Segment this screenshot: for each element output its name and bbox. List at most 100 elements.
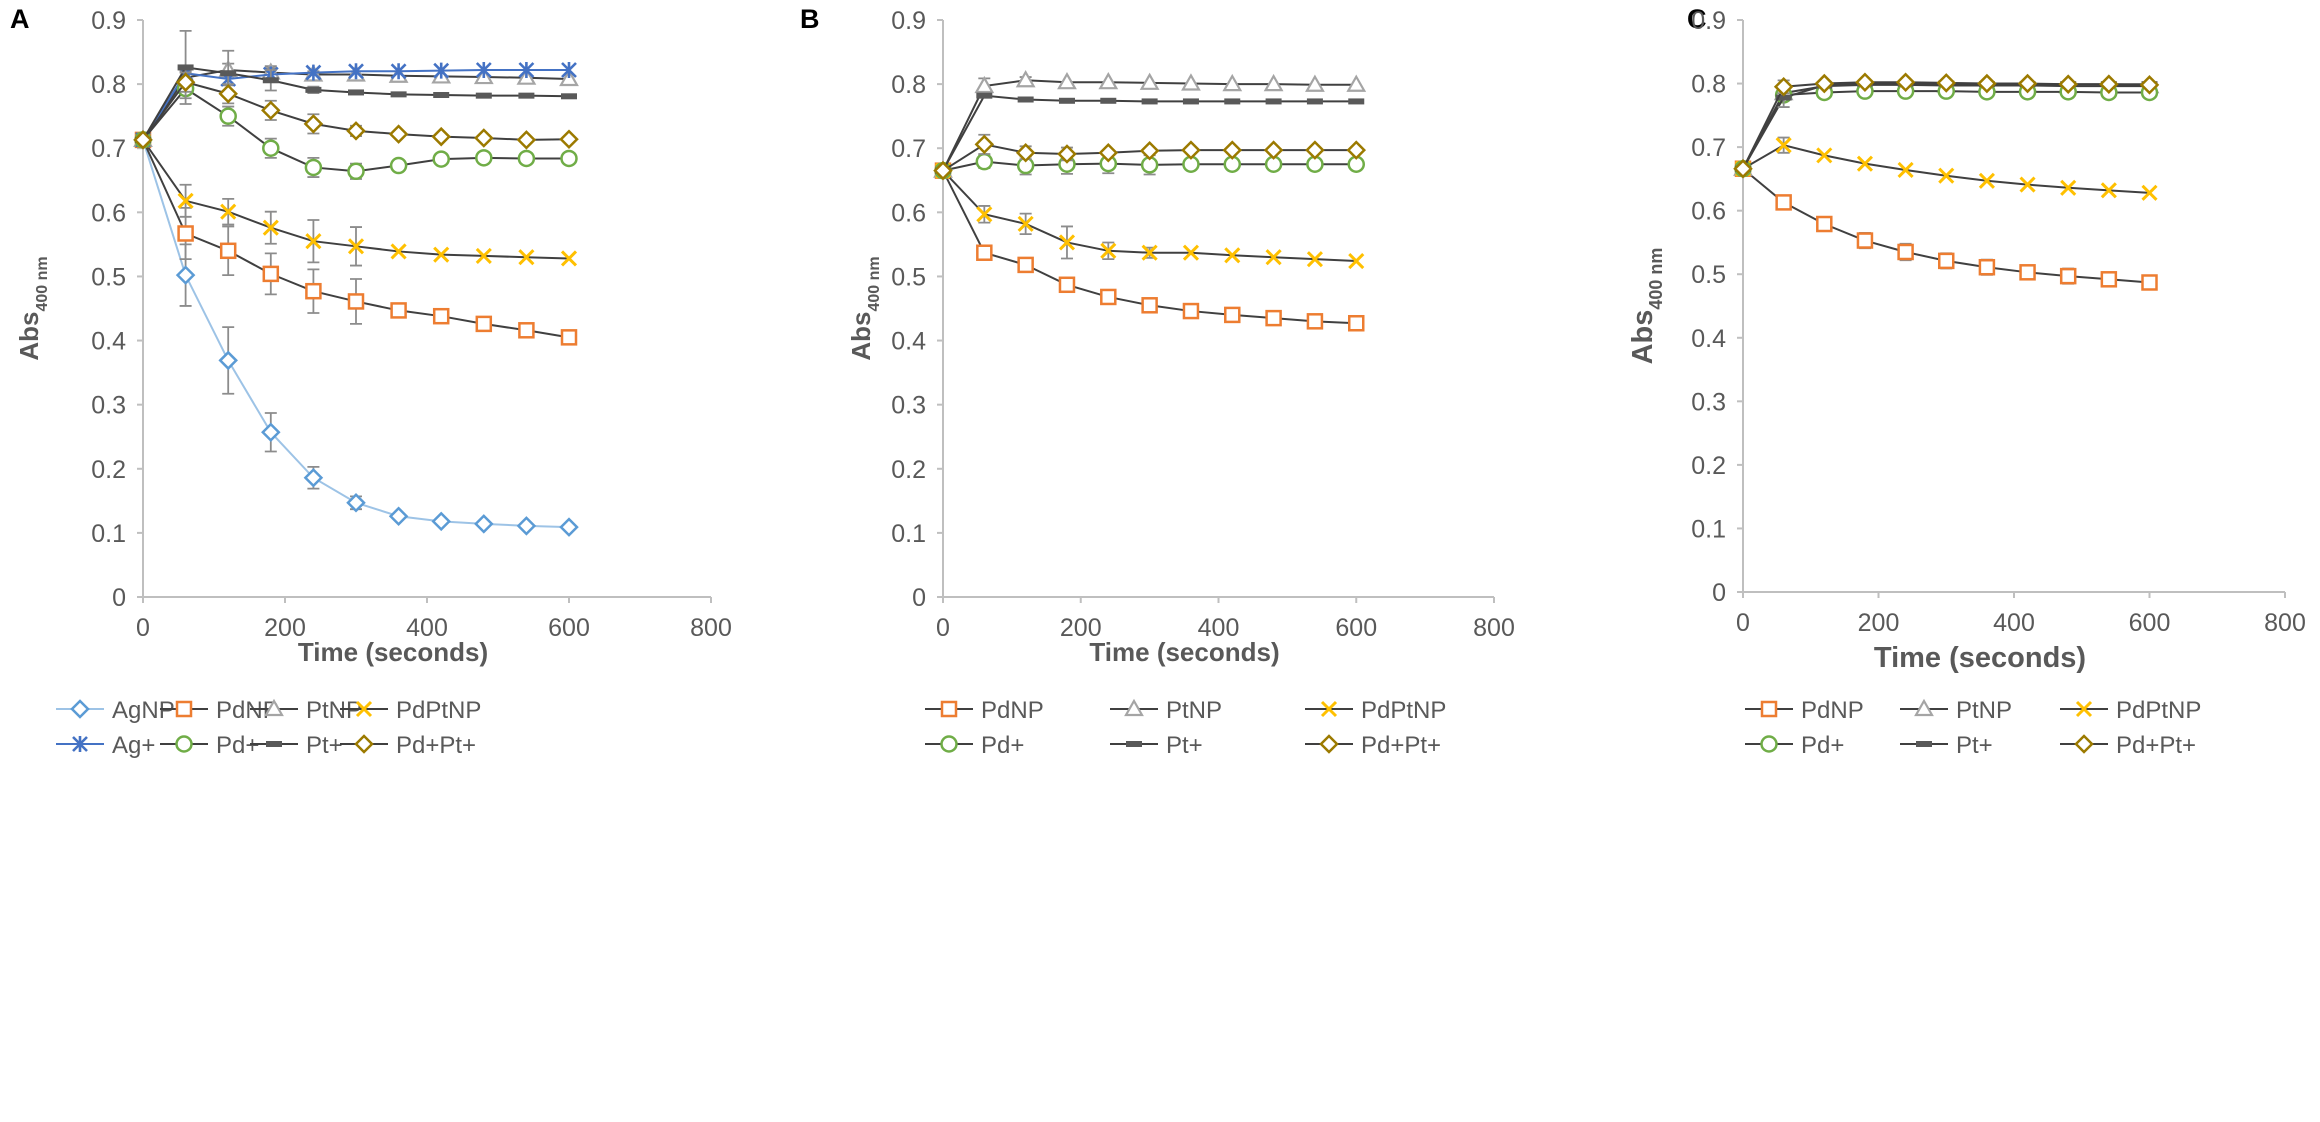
data-point [1814, 73, 1835, 94]
legend-item-pd-pluspt-plus: Pd+Pt+ [340, 732, 476, 759]
data-point [1773, 76, 1794, 97]
legend-marker [1760, 700, 1778, 718]
data-point [1263, 73, 1284, 92]
legend-marker [1916, 741, 1932, 747]
legend-marker [266, 741, 282, 747]
y-tick-label: 0.6 [1691, 198, 1726, 226]
data-point [1856, 155, 1874, 172]
series-ptnp-b [933, 70, 1367, 178]
data-point [1015, 142, 1036, 163]
data-point [559, 517, 579, 537]
y-tick-label: 0.6 [91, 199, 126, 227]
x-tick-label: 400 [406, 614, 448, 642]
data-point [431, 511, 451, 532]
legend-item-pt-plus: Pt+ [1110, 732, 1203, 759]
y-axis-title-a: Abs400 nm [14, 256, 51, 360]
y-tick-label: 0.1 [1691, 515, 1726, 543]
x-tick-label: 0 [936, 614, 950, 642]
data-point [1100, 288, 1117, 306]
data-point [1775, 194, 1792, 211]
x-tick-label: 400 [1198, 614, 1240, 642]
data-point [1938, 252, 1955, 270]
legend-label: Pd+ [981, 732, 1024, 759]
data-point [346, 492, 366, 513]
y-tick-label: 0.7 [91, 135, 126, 163]
legend-item-ptnp: PtNP [1110, 697, 1222, 724]
data-point [475, 92, 492, 99]
data-point [1017, 96, 1034, 103]
legend-item-ag-plus: Ag+ [56, 732, 155, 759]
x-tick-label: 0 [136, 614, 150, 642]
data-point [261, 422, 281, 443]
x-tick-label: 800 [2264, 609, 2306, 637]
data-point [1348, 314, 1365, 332]
data-point [2100, 271, 2118, 288]
data-point [516, 516, 537, 536]
data-point [1978, 172, 1995, 189]
data-point [1977, 73, 1997, 94]
data-point [262, 77, 279, 84]
y-axis-title-subscript: 400 nm [34, 256, 51, 311]
data-point [1978, 258, 1996, 276]
data-point [1139, 141, 1160, 161]
data-point [433, 92, 450, 99]
panel-a: A 0 0.1 0.2 0.3 0.4 0.5 0.6 0.7 0.8 0.9 0 200 400 600 8… [10, 4, 732, 759]
x-tick-label: 200 [1060, 614, 1102, 642]
data-point [2019, 264, 2036, 281]
data-point [390, 63, 407, 80]
data-point [1141, 297, 1158, 314]
data-point [1348, 98, 1365, 105]
data-point [2139, 75, 2160, 95]
data-point [1305, 74, 1325, 92]
data-point [1306, 98, 1323, 105]
series-pd-pluspt-plus-a [133, 71, 579, 150]
series-pd-pluspt-plus-b [933, 133, 1367, 181]
legend-item-pt-plus: Pt+ [1900, 732, 1993, 759]
legend-label: Pd+Pt+ [1361, 732, 1441, 759]
legend-marker [1319, 734, 1339, 754]
y-tick-label: 0.1 [891, 520, 926, 548]
data-point [347, 238, 365, 255]
legend-marker [72, 736, 88, 752]
data-point [433, 62, 450, 79]
data-point [560, 149, 578, 168]
legend-label: PdNP [1801, 697, 1864, 724]
data-point [1816, 147, 1833, 164]
data-point [1856, 232, 1874, 249]
data-point [1775, 137, 1792, 154]
data-point [1141, 98, 1158, 105]
y-tick-label: 0.1 [91, 520, 126, 548]
data-point [348, 89, 364, 96]
data-point [518, 62, 535, 79]
legend-marker [70, 699, 90, 719]
data-point [1182, 302, 1200, 320]
data-point [975, 152, 994, 171]
legend-label: Pd+ [1801, 732, 1844, 759]
y-tick-label: 0.4 [91, 328, 126, 356]
x-tick-label: 800 [1473, 614, 1515, 642]
panel-label-a: A [10, 4, 30, 34]
data-point [1897, 161, 1914, 179]
y-tick-label: 0.4 [891, 328, 926, 356]
y-tick-label: 0.7 [891, 135, 926, 163]
y-tick-label: 0.2 [1691, 452, 1726, 480]
data-point [347, 293, 365, 310]
data-point [390, 243, 407, 260]
series-pt-plus-b [935, 92, 1365, 174]
data-point [432, 150, 450, 168]
data-point [474, 128, 494, 148]
x-tick-label: 600 [2129, 609, 2171, 637]
x-tick-label: 600 [548, 614, 590, 642]
data-point [2100, 182, 2117, 199]
data-point [2058, 74, 2078, 94]
panel-label-b: B [800, 4, 820, 34]
data-point [518, 92, 535, 99]
y-tick-label: 0.5 [91, 263, 126, 291]
data-point [1098, 142, 1119, 163]
data-point [974, 134, 995, 155]
data-point [177, 225, 194, 242]
legend-label: PdPtNP [2116, 697, 2201, 724]
legend-marker [940, 700, 958, 718]
legend-label: Pt+ [1956, 732, 1993, 759]
legend-label: Ag+ [112, 732, 155, 759]
